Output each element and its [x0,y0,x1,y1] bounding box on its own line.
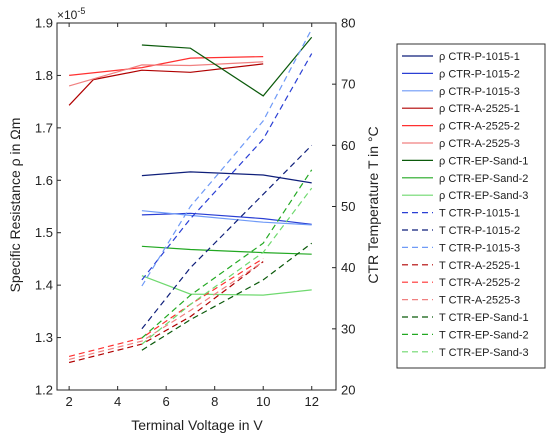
x-tick-label: 10 [256,394,270,409]
legend-label-15: T CTR-A-2525-3 [439,295,520,307]
series-line-7 [141,36,313,97]
series-line-15 [68,261,264,360]
series-line-14 [68,257,264,357]
legend-label-6: ρ CTR-A-2525-3 [439,138,520,150]
y-left-tick-label: 1.9 [35,16,53,31]
plot-area [68,28,313,364]
legend-label-18: T CTR-EP-Sand-3 [439,347,529,359]
x-tick-label: 2 [66,394,73,409]
legend-label-7: ρ CTR-EP-Sand-1 [439,155,528,167]
legend-label-10: T CTR-P-1015-1 [439,208,520,220]
series-line-13 [68,261,264,364]
y-right-tick-label: 80 [341,16,355,31]
y-right-tick-label: 60 [341,138,355,153]
y-right-tick-label: 50 [341,199,355,214]
series-line-3 [141,210,312,226]
legend-label-4: ρ CTR-A-2525-1 [439,103,520,115]
series-line-9 [141,275,312,296]
y-left-axis-label: Specific Resistance ρ in Ωm [7,118,23,293]
series-line-8 [141,245,312,255]
series-line-16 [141,242,313,351]
y-left-exponent-base: ×10 [57,8,78,22]
legend-label-8: ρ CTR-EP-Sand-2 [439,173,528,185]
series-line-10 [141,53,313,281]
legend-label-13: T CTR-A-2525-1 [439,260,520,272]
legend-label-16: T CTR-EP-Sand-1 [439,312,529,324]
y-left-tick-label: 1.4 [35,278,53,293]
y-right-tick-label: 20 [341,383,355,398]
y-left-tick-label: 1.2 [35,383,53,398]
legend-label-2: ρ CTR-P-1015-2 [439,68,520,80]
y-left-tick-label: 1.3 [35,330,53,345]
y-left-tick-label: 1.8 [35,68,53,83]
legend-label-17: T CTR-EP-Sand-2 [439,329,529,341]
y-right-axis-label: CTR Temperature T in °C [365,126,381,283]
y-left-tick-label: 1.6 [35,173,53,188]
y-left-exponent-power: -5 [77,6,85,16]
legend-label-14: T CTR-A-2525-2 [439,277,520,289]
series-line-6 [68,61,264,87]
y-left-exponent: ×10-5 [57,6,85,22]
legend: ρ CTR-P-1015-1 ρ CTR-P-1015-2 ρ CTR-P-1015… [396,43,546,369]
series-line-4 [68,63,264,106]
legend-label-1: ρ CTR-P-1015-1 [439,51,520,63]
y-right-tick-label: 30 [341,321,355,336]
y-left-tick-label: 1.5 [35,225,53,240]
axes: 2 4 6 8 10 12 1.2 1.3 1.4 1.5 1.6 1.7 1.8 1.9 20 30 40 50… [35,16,356,410]
legend-label-5: ρ CTR-A-2525-2 [439,121,520,133]
series-line-11 [141,144,313,330]
legend-label-12: T CTR-P-1015-3 [439,242,520,254]
x-tick-label: 8 [211,394,218,409]
x-tick-label: 4 [114,394,121,409]
legend-label-3: ρ CTR-P-1015-3 [439,86,520,98]
series-line-18 [141,187,313,345]
series-line-1 [141,171,312,184]
legend-label-9: ρ CTR-EP-Sand-3 [439,190,528,202]
series-line-5 [69,56,264,76]
legend-items: ρ CTR-P-1015-1 ρ CTR-P-1015-2 ρ CTR-P-1015… [402,51,529,359]
legend-box [396,43,546,369]
x-tick-label: 6 [163,394,170,409]
legend-label-11: T CTR-P-1015-2 [439,225,520,237]
x-axis-label: Terminal Voltage in V [131,417,263,433]
y-right-tick-label: 70 [341,77,355,92]
y-left-tick-label: 1.7 [35,120,53,135]
x-tick-label: 12 [305,394,319,409]
series-line-2 [141,212,312,225]
y-right-tick-label: 40 [341,260,355,275]
series-line-17 [141,169,313,339]
